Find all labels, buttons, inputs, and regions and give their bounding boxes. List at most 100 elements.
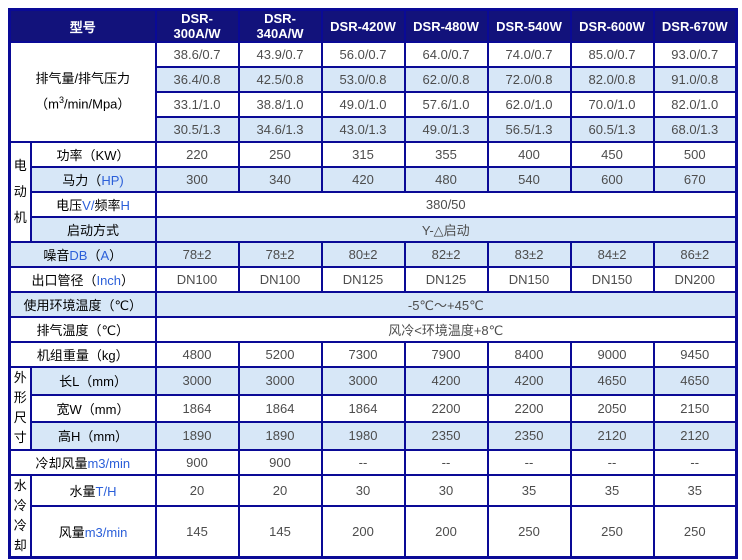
cell-value: 82.0/0.8	[569, 66, 655, 93]
cell-value: 83±2	[486, 241, 572, 268]
cell-value: 64.0/0.7	[403, 41, 489, 68]
cell-value: 38.6/0.7	[154, 41, 240, 68]
header-model-4: DSR-480W	[403, 8, 489, 43]
row-label-voltage: 电压V/频率H	[29, 191, 157, 218]
header-model-1: DSR-300A/W	[154, 8, 240, 43]
motor-group-label: 电动机	[8, 141, 32, 243]
cell-value: 2150	[652, 393, 738, 424]
cell-value: 3000	[237, 366, 323, 396]
cell-value: 250	[486, 504, 572, 559]
header-model-2: DSR-340A/W	[237, 8, 323, 43]
cell-value: 35	[486, 473, 572, 507]
capacity-label-line2: （m3/min/Mpa）	[35, 94, 131, 112]
row-label-horsepower: 马力（HP)	[29, 166, 157, 193]
cell-value: 9000	[569, 341, 655, 368]
cell-value: 500	[652, 141, 738, 168]
cell-value: 85.0/0.7	[569, 41, 655, 68]
cell-value: 49.0/1.0	[320, 91, 406, 118]
cell-value: --	[403, 448, 489, 476]
cell-value: 82.0/1.0	[652, 91, 738, 118]
header-model-3: DSR-420W	[320, 8, 406, 43]
cell-value: 62.0/1.0	[486, 91, 572, 118]
row-label-width: 宽W（mm）	[29, 393, 157, 424]
cell-value: 220	[154, 141, 240, 168]
cell-value: 9450	[652, 341, 738, 368]
cell-value: 36.4/0.8	[154, 66, 240, 93]
table-row-weight: 机组重量（kg） 4800 5200 7300 7900 8400 9000 9…	[8, 341, 738, 368]
cell-value: 1890	[154, 421, 240, 451]
cell-value: 1890	[237, 421, 323, 451]
cell-value: DN100	[154, 266, 240, 293]
cell-value: --	[320, 448, 406, 476]
cell-value: 3000	[320, 366, 406, 396]
capacity-row-label: 排气量/排气压力 （m3/min/Mpa）	[8, 41, 157, 143]
table-row-ambient-temp: 使用环境温度（℃） -5℃～+45℃	[8, 291, 738, 318]
cell-value: --	[569, 448, 655, 476]
cell-value: 2200	[403, 393, 489, 424]
cell-value: 42.5/0.8	[237, 66, 323, 93]
row-label-start-mode: 启动方式	[29, 216, 157, 243]
cell-value: DN100	[237, 266, 323, 293]
cell-value: 3000	[154, 366, 240, 396]
cell-value: 74.0/0.7	[486, 41, 572, 68]
cell-value: 2120	[569, 421, 655, 451]
cell-value: 900	[154, 448, 240, 476]
row-label-water-volume: 水量T/H	[29, 473, 157, 507]
table-row-capacity-2: 36.4/0.8 42.5/0.8 53.0/0.8 62.0/0.8 72.0…	[10, 66, 738, 93]
cell-value: 82±2	[403, 241, 489, 268]
water-cooling-group-label: 水冷冷却	[8, 473, 32, 559]
cell-value: 62.0/0.8	[403, 66, 489, 93]
cell-value: 60.5/1.3	[569, 116, 655, 143]
cell-value: 86±2	[652, 241, 738, 268]
cell-value: 7300	[320, 341, 406, 368]
table-row-water-volume: 水冷冷却 水量T/H 20 20 30 30 35 35 35	[8, 473, 738, 559]
table-row-capacity-1: 排气量/排气压力 （m3/min/Mpa） 38.6/0.7 43.9/0.7 …	[8, 41, 738, 143]
cell-value: 2050	[569, 393, 655, 424]
cell-value: DN150	[569, 266, 655, 293]
cell-value: 4200	[486, 366, 572, 396]
cell-value: 250	[237, 141, 323, 168]
table-row-noise: 噪音DB（A） 78±2 78±2 80±2 82±2 83±2 84±2 86…	[8, 241, 738, 268]
row-label-cooling-air: 冷却风量m3/min	[8, 448, 157, 476]
cell-value: 5200	[237, 341, 323, 368]
cell-value: DN125	[403, 266, 489, 293]
cell-value: 78±2	[237, 241, 323, 268]
cell-value: 72.0/0.8	[486, 66, 572, 93]
cell-value: 1980	[320, 421, 406, 451]
cell-value: --	[486, 448, 572, 476]
cell-value: 35	[652, 473, 738, 507]
cell-value: 93.0/0.7	[652, 41, 738, 68]
row-label-exhaust-temp: 排气温度（℃）	[8, 316, 157, 343]
table-row-capacity-4: 30.5/1.3 34.6/1.3 43.0/1.3 49.0/1.3 56.5…	[10, 116, 738, 143]
cell-value: 4200	[403, 366, 489, 396]
row-label-length: 长L（mm）	[29, 366, 157, 396]
cell-value: 145	[237, 504, 323, 559]
cell-value-merged: 风冷<环境温度+8℃	[154, 316, 738, 343]
cell-value: 1864	[320, 393, 406, 424]
cell-value: 43.0/1.3	[320, 116, 406, 143]
cell-value: 38.8/1.0	[237, 91, 323, 118]
cell-value: 53.0/0.8	[320, 66, 406, 93]
cell-value: 78±2	[154, 241, 240, 268]
cell-value: DN200	[652, 266, 738, 293]
table-header-row: 型号 DSR-300A/W DSR-340A/W DSR-420W DSR-48…	[8, 8, 738, 43]
cell-value: 2350	[486, 421, 572, 451]
cell-value: 250	[569, 504, 655, 559]
cell-value-merged: Y-△启动	[154, 216, 738, 243]
cell-value: 2200	[486, 393, 572, 424]
table-row-voltage: 电压V/频率H 380/50	[10, 191, 738, 218]
row-label-height: 高H（mm）	[29, 421, 157, 451]
cell-value: 450	[569, 141, 655, 168]
row-label-power: 功率（KW）	[29, 141, 157, 168]
table-row-capacity-3: 33.1/1.0 38.8/1.0 49.0/1.0 57.6/1.0 62.0…	[10, 91, 738, 118]
cell-value: 43.9/0.7	[237, 41, 323, 68]
cell-value: 57.6/1.0	[403, 91, 489, 118]
cell-value: DN150	[486, 266, 572, 293]
cell-value: 1864	[154, 393, 240, 424]
cell-value: 900	[237, 448, 323, 476]
cell-value: 30	[320, 473, 406, 507]
cell-value: 145	[154, 504, 240, 559]
table-row-wind-volume: 风量m3/min 145 145 200 200 250 250 250	[10, 504, 738, 559]
cell-value: 30.5/1.3	[154, 116, 240, 143]
table-row-length: 外形尺寸 长L（mm） 3000 3000 3000 4200 4200 465…	[8, 366, 738, 451]
